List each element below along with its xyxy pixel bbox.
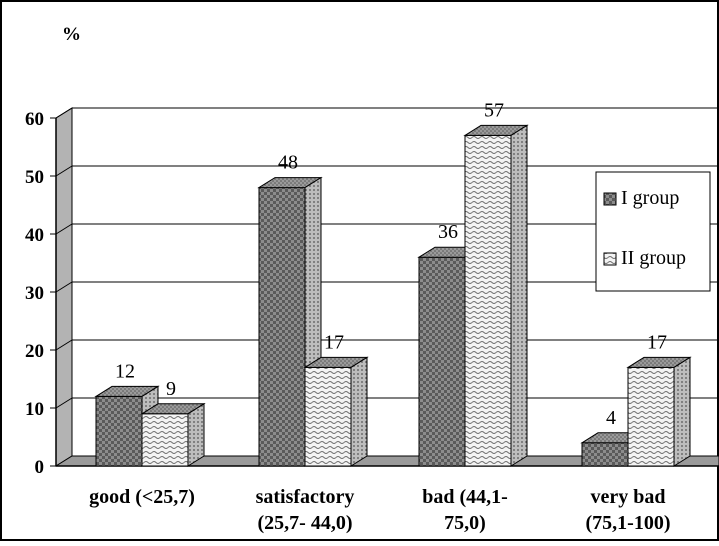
grid-diagonal — [55, 107, 73, 119]
x-tick-labels: good (<25,7) satisfactory (25,7- 44,0) bad … — [89, 486, 670, 534]
legend-label: I group — [621, 187, 679, 209]
bar-side — [350, 356, 368, 467]
grid-diagonal — [55, 339, 73, 351]
bar-side — [673, 356, 691, 467]
y-tick-label: 10 — [25, 399, 44, 420]
y-tick-labels: 0 10 20 30 40 50 60 — [25, 109, 44, 478]
bar-side — [510, 124, 528, 467]
x-tick-label: bad (44,1- — [422, 486, 508, 508]
data-labels: 12 48 36 4 9 17 57 17 — [115, 99, 667, 428]
data-label: 57 — [484, 99, 504, 121]
bar-front — [258, 187, 306, 467]
y-tick-label: 20 — [25, 341, 44, 362]
data-label: 17 — [647, 331, 667, 353]
x-tick-label: good (<25,7) — [89, 486, 195, 508]
bar — [463, 124, 529, 467]
bar-front — [464, 134, 512, 467]
y-tick-label: 0 — [35, 457, 45, 478]
y-tick-label: 50 — [25, 167, 44, 188]
bar-front — [418, 256, 466, 467]
data-label: 17 — [324, 331, 344, 353]
bar — [626, 356, 692, 467]
legend: I group II group — [595, 171, 711, 292]
data-label: 9 — [166, 378, 176, 400]
bar-front — [627, 366, 675, 467]
legend-swatch — [603, 192, 617, 206]
x-tick-label: (25,7- 44,0) — [258, 512, 353, 534]
y-tick-label: 40 — [25, 225, 44, 246]
bars — [94, 124, 692, 467]
grid-diagonal — [55, 397, 73, 409]
data-label: 36 — [438, 221, 458, 243]
x-tick-label: (75,1-100) — [586, 512, 671, 534]
data-label: 4 — [606, 407, 616, 429]
bar-front — [95, 395, 143, 467]
bar-side — [187, 402, 205, 467]
bar — [303, 356, 369, 467]
grid-diagonal — [55, 165, 73, 177]
y-tick-label: 30 — [25, 283, 44, 304]
data-label: 12 — [115, 360, 135, 382]
bar-front — [304, 366, 352, 467]
x-tick-label: satisfactory — [256, 486, 355, 508]
bar-front — [141, 413, 189, 467]
legend-swatch — [603, 252, 617, 266]
data-label: 48 — [278, 152, 298, 174]
x-tick-label: very bad — [591, 486, 666, 508]
x-tick-label: 75,0) — [444, 512, 486, 534]
bar — [140, 402, 206, 467]
bar — [257, 176, 323, 467]
legend-box — [595, 171, 711, 292]
legend-label: II group — [621, 247, 686, 269]
y-tick-label: 60 — [25, 109, 44, 130]
grid-diagonal — [55, 223, 73, 235]
bar-front — [581, 442, 629, 467]
grid-diagonal — [55, 281, 73, 293]
y-axis-label: % — [62, 24, 81, 45]
